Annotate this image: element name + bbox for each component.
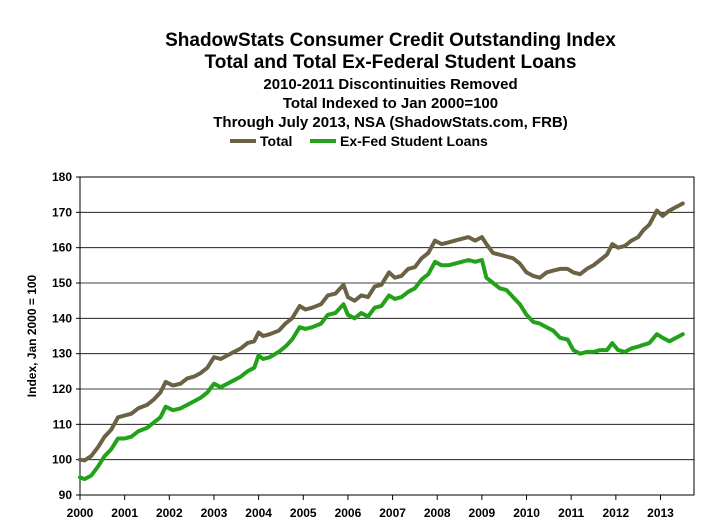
chart-subtitle-3: Through July 2013, NSA (ShadowStats.com,…: [213, 114, 568, 131]
plot-area-frame: [79, 176, 695, 496]
legend-label-total: Total: [260, 133, 293, 149]
y-axis-label: Index, Jan 2000 = 100: [25, 274, 39, 397]
y-tick-label: 100: [52, 453, 72, 467]
x-tick-label: 2002: [156, 506, 183, 520]
legend-swatch-total: [230, 139, 256, 143]
x-tick-label: 2012: [603, 506, 630, 520]
y-tick-label: 110: [53, 417, 73, 431]
chart-title: ShadowStats Consumer Credit Outstanding …: [165, 30, 616, 51]
legend-item-ex-fed: Ex-Fed Student Loans: [310, 133, 488, 149]
y-tick-label: 120: [52, 382, 72, 396]
x-tick-label: 2005: [290, 506, 317, 520]
legend-swatch-ex-fed: [310, 139, 336, 143]
x-tick-label: 2009: [469, 506, 496, 520]
chart-title-line2: Total and Total Ex-Federal Student Loans: [204, 52, 577, 73]
x-tick-label: 2000: [67, 506, 94, 520]
gridlines: [80, 211, 694, 461]
chart-subtitle-1: 2010-2011 Discontinuities Removed: [263, 76, 518, 93]
y-tick-label: 90: [59, 488, 73, 502]
x-tick-label: 2007: [379, 506, 406, 520]
legend-item-total: Total: [230, 133, 292, 149]
y-tick-label: 130: [52, 347, 72, 361]
x-tick-label: 2008: [424, 506, 451, 520]
series-lines: [78, 201, 685, 482]
x-tick-label: 2013: [647, 506, 674, 520]
x-tick-label: 2001: [111, 506, 138, 520]
y-tick-label: 180: [52, 170, 72, 184]
x-axis: 2000 2001 2002 2003 2004 2005 2006 2007 2008 2009…: [67, 495, 674, 520]
y-tick-label: 140: [52, 311, 72, 325]
series-line-ex-fed-student-loans: [78, 258, 685, 482]
legend-label-ex-fed: Ex-Fed Student Loans: [340, 133, 488, 149]
y-axis: 90 100 110 120 130 140 150 160 170 180: [52, 170, 80, 502]
x-tick-label: 2004: [245, 506, 272, 520]
x-tick-label: 2010: [513, 506, 540, 520]
series-line-total: [78, 201, 685, 463]
x-tick-label: 2011: [558, 506, 584, 520]
y-tick-label: 150: [52, 276, 72, 290]
y-tick-label: 160: [52, 241, 72, 255]
y-tick-label: 170: [52, 205, 72, 219]
x-tick-label: 2006: [335, 506, 362, 520]
x-tick-label: 2003: [201, 506, 228, 520]
chart-subtitle-2: Total Indexed to Jan 2000=100: [282, 95, 499, 112]
